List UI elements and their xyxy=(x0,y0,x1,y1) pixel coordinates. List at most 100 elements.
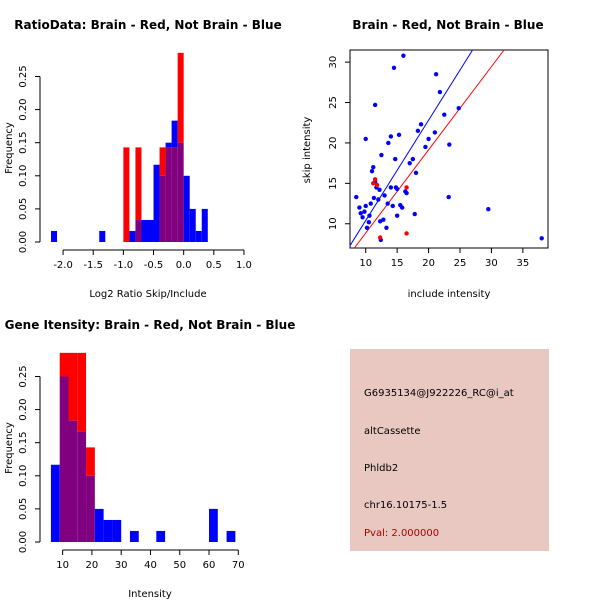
ratio-histogram-title: RatioData: Brain - Red, Not Brain - Blue xyxy=(14,18,281,32)
not-brain-point xyxy=(433,72,439,77)
scatter-title: Brain - Red, Not Brain - Blue xyxy=(352,18,543,32)
not-brain-point xyxy=(401,53,406,58)
intensity-y-axis-label: Frequency xyxy=(4,422,15,474)
gene-name-text: Phldb2 xyxy=(364,463,398,474)
not-brain-point xyxy=(394,213,400,218)
y-tick-label: 30 xyxy=(328,56,339,69)
not-brain-bar-9 xyxy=(129,530,139,542)
overlap-bar-19 xyxy=(165,147,172,242)
scatter-panel: Brain - Red, Not Brain - Blue 10 15 20 25 30… xyxy=(302,18,549,300)
not-brain-bar-16 xyxy=(147,219,154,242)
y-tick-label: 0.10 xyxy=(18,165,29,187)
not-brain-point xyxy=(410,156,416,162)
y-tick-label: 0.25 xyxy=(18,65,29,87)
x-tick-label: 70 xyxy=(232,560,245,571)
not-brain-point xyxy=(354,194,359,200)
not-brain-bar-19 xyxy=(165,142,172,148)
intensity-histogram-title: Gene Itensity: Brain - Red, Not Brain - … xyxy=(5,318,296,332)
not-brain-bar-0 xyxy=(50,464,60,542)
y-tick-label: 25 xyxy=(328,96,339,109)
not-brain-point xyxy=(367,213,372,218)
info-panel-background xyxy=(350,349,549,551)
x-tick-label: 20 xyxy=(86,560,99,571)
x-tick-label: 35 xyxy=(516,258,529,269)
location-text: chr16.10175-1.5 xyxy=(364,500,447,511)
not-brain-point xyxy=(423,144,428,150)
x-tick-label: 25 xyxy=(454,258,467,269)
x-tick-label: 40 xyxy=(144,560,157,571)
y-tick-label: 0.05 xyxy=(18,198,29,220)
ratio-y-ticks: 0.00 0.05 0.10 0.15 0.20 0.25 xyxy=(18,65,40,253)
not-brain-point xyxy=(371,195,377,201)
overlap-bar-2 xyxy=(68,420,78,542)
not-brain-point xyxy=(391,65,397,70)
not-brain-point xyxy=(369,169,375,174)
brain-point xyxy=(372,177,378,182)
not-brain-point xyxy=(362,209,367,214)
not-brain-point xyxy=(432,130,438,135)
ratio-y-axis-label: Frequency xyxy=(4,122,15,174)
not-brain-point xyxy=(396,132,402,138)
not-brain-bar-20 xyxy=(171,120,178,148)
not-brain-point xyxy=(386,140,391,146)
overlap-bar-3 xyxy=(77,431,87,542)
not-brain-point xyxy=(418,122,424,127)
y-tick-label: 0.00 xyxy=(18,531,29,553)
scatter-y-ticks: 10 15 20 25 30 xyxy=(328,56,350,230)
y-tick-label: 0.25 xyxy=(18,365,29,387)
x-tick-label: -2.0 xyxy=(53,260,73,271)
not-brain-point xyxy=(377,187,382,193)
x-tick-label: 30 xyxy=(115,560,128,571)
not-brain-point xyxy=(388,134,394,139)
x-tick-label: 50 xyxy=(173,560,186,571)
not-brain-point xyxy=(384,225,389,230)
y-tick-label: 15 xyxy=(328,177,339,190)
not-brain-bar-5 xyxy=(94,508,104,542)
not-brain-bar-6 xyxy=(103,519,113,542)
ratio-histogram-panel: RatioData: Brain - Red, Not Brain - Blue… xyxy=(4,18,282,300)
not-brain-point xyxy=(456,105,461,111)
intensity-x-ticks: 10 20 30 40 50 60 70 xyxy=(56,550,245,571)
not-brain-point xyxy=(539,236,544,241)
brain-bar-21 xyxy=(177,52,184,143)
scatter-fit-lines xyxy=(349,49,505,249)
not-brain-point xyxy=(364,225,370,230)
not-brain-point xyxy=(357,205,362,210)
not-brain-bar-12 xyxy=(156,530,166,542)
x-tick-label: 20 xyxy=(422,258,435,269)
not-brain-point xyxy=(399,205,405,210)
not-brain-point xyxy=(363,203,368,209)
y-tick-label: 20 xyxy=(328,137,339,150)
info-panel: G6935134@J922226_RC@i_at altCassette Phl… xyxy=(350,349,549,551)
brain-bar-12 xyxy=(123,147,130,242)
x-tick-label: 0.5 xyxy=(206,260,222,271)
intensity-y-ticks: 0.00 0.05 0.10 0.15 0.20 0.25 xyxy=(18,365,40,553)
not-brain-bar-0 xyxy=(51,230,58,242)
y-tick-label: 0.15 xyxy=(18,432,29,454)
x-tick-label: 1.0 xyxy=(236,260,252,271)
not-brain-point xyxy=(363,136,368,142)
pval-text: Pval: 2.000000 xyxy=(364,528,439,539)
not-brain-point xyxy=(388,185,394,190)
scatter-x-axis-label: include intensity xyxy=(408,289,491,300)
not-brain-point xyxy=(368,201,373,206)
not-brain-point xyxy=(426,136,431,142)
y-tick-label: 0.10 xyxy=(18,465,29,487)
overlap-bar-20 xyxy=(171,147,178,242)
not-brain-point xyxy=(486,207,491,212)
x-tick-label: 0.0 xyxy=(176,260,192,271)
intensity-x-axis-label: Intensity xyxy=(128,589,172,600)
scatter-y-axis-label: skip intensity xyxy=(302,117,313,184)
x-tick-label: 10 xyxy=(359,258,372,269)
brain-bar-1 xyxy=(59,352,69,377)
scatter-x-ticks: 10 15 20 25 30 35 xyxy=(359,248,529,269)
not-brain-point xyxy=(390,203,395,209)
not-brain-point xyxy=(385,201,390,206)
overlap-bar-18 xyxy=(159,175,166,242)
brain-bar-4 xyxy=(86,447,95,476)
brain-bar-3 xyxy=(77,352,87,432)
not-brain-bar-13 xyxy=(129,230,136,242)
not-brain-point xyxy=(404,190,409,196)
brain-point xyxy=(404,231,409,236)
not-brain-point xyxy=(372,102,378,108)
